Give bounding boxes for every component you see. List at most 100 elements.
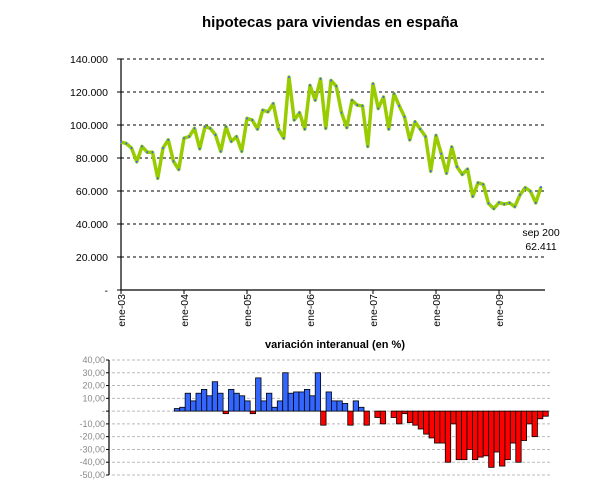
bar [396, 410, 403, 425]
bar [293, 391, 300, 412]
bar [526, 410, 533, 425]
bar [477, 410, 484, 458]
data-point [419, 128, 422, 131]
data-point [398, 104, 401, 107]
bar [206, 395, 213, 412]
bar [374, 410, 381, 418]
data-point [340, 111, 343, 114]
x-tick-label: ene-09 [494, 294, 506, 327]
data-point [471, 195, 474, 198]
data-point [466, 168, 469, 171]
bar [276, 400, 284, 412]
bar [499, 410, 506, 467]
data-point [492, 207, 495, 210]
data-point [277, 128, 280, 131]
bar [222, 410, 229, 415]
data-point [125, 142, 128, 145]
bar [179, 406, 186, 412]
bar [347, 410, 354, 426]
bar [200, 388, 208, 412]
bar [358, 406, 365, 412]
data-point [282, 137, 285, 140]
data-point [293, 119, 296, 122]
data-point [240, 150, 243, 153]
bar [314, 372, 322, 412]
data-point [482, 183, 485, 186]
data-point [162, 147, 164, 150]
data-point [246, 117, 248, 120]
bar [504, 410, 511, 461]
data-point [435, 134, 437, 137]
data-point [261, 109, 264, 112]
data-point [429, 170, 432, 173]
annotation-date: sep 200 [522, 227, 560, 239]
bar [233, 392, 240, 412]
data-point [235, 135, 238, 138]
data-point [377, 107, 380, 110]
data-point [251, 119, 254, 122]
bar [466, 410, 473, 450]
data-point [177, 168, 180, 171]
bar [520, 410, 527, 441]
bar [493, 410, 500, 453]
data-point [440, 152, 443, 155]
bar [211, 381, 219, 412]
data-point [366, 145, 369, 148]
y-tick-label: 30,00 [82, 368, 105, 378]
annotation-value: 62.411 [525, 241, 556, 253]
data-point [456, 165, 458, 168]
bar [509, 410, 517, 444]
bar [482, 410, 490, 457]
bar [401, 410, 408, 415]
data-point [461, 173, 464, 176]
data-point [314, 99, 317, 102]
data-point [529, 190, 532, 193]
y-tick-label: 120.000 [70, 87, 108, 99]
bar [260, 400, 267, 412]
bar [266, 392, 273, 412]
data-point [414, 120, 416, 123]
bar [417, 410, 425, 430]
bar [352, 400, 359, 412]
bar [423, 410, 430, 435]
data-point [272, 102, 275, 105]
bar [412, 410, 419, 426]
data-point [167, 138, 170, 141]
bar [228, 388, 235, 412]
data-point [361, 104, 364, 107]
x-tick-label: ene-05 [242, 294, 254, 327]
data-point [204, 125, 206, 128]
data-point [303, 128, 306, 131]
x-tick-label: ene-08 [431, 294, 443, 327]
bar [341, 403, 349, 412]
y-tick-label: 40.000 [76, 219, 108, 231]
data-point [146, 151, 149, 154]
data-point [319, 77, 322, 80]
data-point [309, 84, 311, 87]
data-point [450, 145, 453, 148]
bar [488, 410, 495, 468]
bar [298, 391, 305, 412]
x-tick-label: ene-07 [368, 294, 380, 327]
bar [406, 410, 414, 424]
bar [450, 410, 457, 425]
bar [244, 400, 251, 412]
data-point [288, 76, 290, 79]
data-point [498, 201, 500, 204]
bar [428, 410, 435, 439]
bar [461, 410, 468, 461]
data-point [225, 125, 227, 128]
bar [249, 410, 256, 415]
y-tick-label: - [102, 406, 105, 416]
bar [309, 395, 316, 412]
data-point [330, 79, 332, 82]
y-tick-label: 100.000 [70, 120, 108, 132]
bar [444, 410, 452, 463]
bar [173, 408, 181, 412]
bar [184, 392, 191, 412]
data-point [230, 140, 233, 143]
data-point [135, 160, 138, 163]
data-point [387, 128, 390, 131]
data-point [477, 181, 479, 184]
bar [238, 395, 246, 412]
